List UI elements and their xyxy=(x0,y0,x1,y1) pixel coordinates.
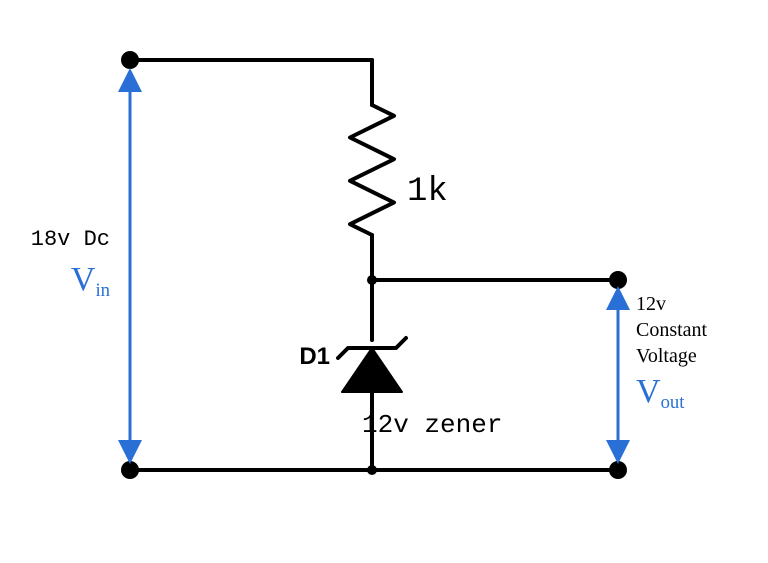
circuit-schematic: 1k D1 12v zener 18v Dc Vin 12v Constant Voltage… xyxy=(0,0,768,563)
vout-desc-1: 12v xyxy=(636,293,666,315)
resistor xyxy=(350,105,394,235)
vout-symbol: Vout xyxy=(636,373,685,413)
terminal-node xyxy=(121,461,139,479)
terminal-node xyxy=(609,271,627,289)
vin-symbol: Vin xyxy=(71,261,111,301)
vin-supply-label: 18v Dc xyxy=(31,227,110,252)
terminal-node xyxy=(121,51,139,69)
terminal-node xyxy=(609,461,627,479)
zener-diode xyxy=(342,348,402,392)
zener-value: 12v zener xyxy=(362,410,502,440)
vout-desc-2: Constant xyxy=(636,319,708,341)
vout-desc-3: Voltage xyxy=(636,345,697,367)
zener-ref: D1 xyxy=(299,343,330,370)
resistor-value: 1k xyxy=(407,173,448,211)
